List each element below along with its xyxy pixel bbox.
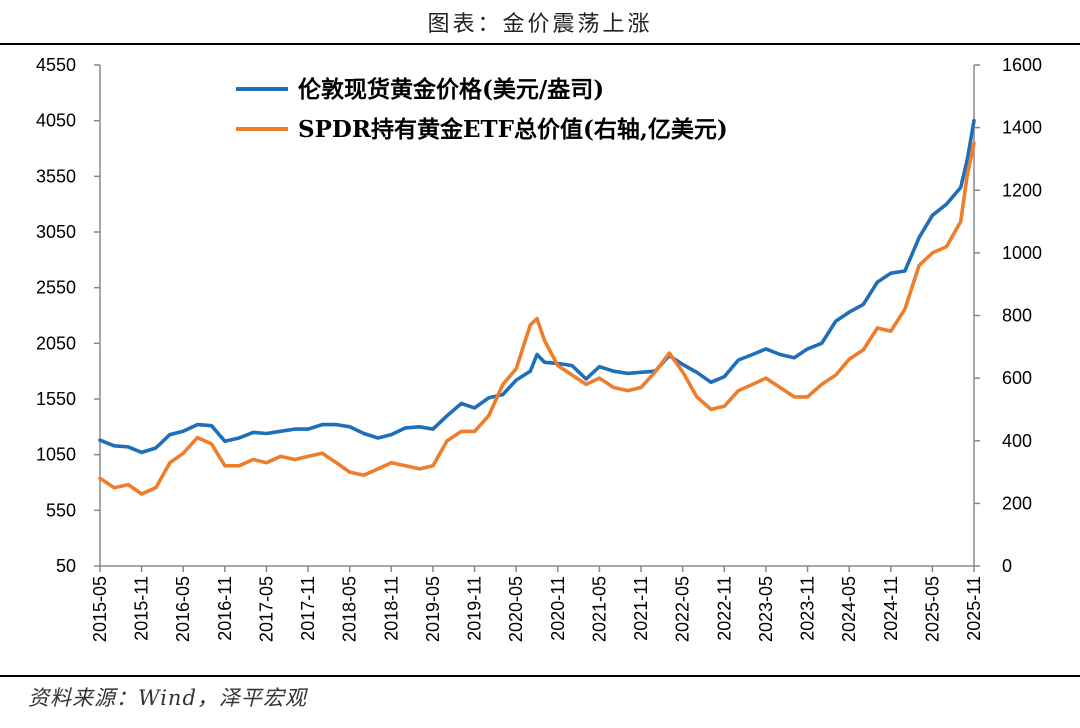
left-tick-label: 4050 <box>36 111 76 131</box>
left-tick-label: 550 <box>46 500 76 520</box>
bottom-rule <box>0 675 1080 677</box>
x-tick-label: 2020-11 <box>548 576 568 641</box>
right-tick-label: 1600 <box>1002 55 1042 75</box>
legend-label-gold: 伦敦现货黄金价格(美元/盎司) <box>298 76 604 103</box>
x-tick-label: 2019-05 <box>423 576 443 642</box>
left-tick-label: 3550 <box>36 166 76 186</box>
x-tick-label: 2025-05 <box>922 576 942 642</box>
x-tick-label: 2016-11 <box>215 576 235 641</box>
x-tick-label: 2021-11 <box>631 576 651 641</box>
x-tick-label: 2017-05 <box>256 576 276 642</box>
x-tick-label: 2022-11 <box>714 576 734 641</box>
x-tick-label: 2018-11 <box>381 576 401 641</box>
right-tick-label: 200 <box>1002 493 1032 513</box>
right-tick-label: 800 <box>1002 306 1032 326</box>
x-tick-label: 2023-11 <box>798 576 818 641</box>
source-note: 资料来源：Wind，泽平宏观 <box>28 686 307 710</box>
legend: 伦敦现货黄金价格(美元/盎司) SPDR持有黄金ETF总价值(右轴,亿美元) <box>236 76 728 143</box>
right-tick-label: 1400 <box>1002 118 1042 138</box>
right-tick-label: 400 <box>1002 431 1032 451</box>
chart-title: 图表：金价震荡上涨 <box>427 12 653 37</box>
top-rule <box>0 43 1080 45</box>
left-tick-label: 2050 <box>36 333 76 353</box>
x-tick-label: 2018-05 <box>340 576 360 642</box>
left-tick-label: 1050 <box>36 445 76 465</box>
gold-price-line <box>98 118 976 455</box>
x-tick-label: 2017-11 <box>298 576 318 641</box>
legend-label-etf: SPDR持有黄金ETF总价值(右轴,亿美元) <box>298 116 728 143</box>
x-tick-label: 2015-11 <box>132 576 152 641</box>
right-tick-label: 1200 <box>1002 180 1042 200</box>
x-tick-label: 2022-05 <box>673 576 693 642</box>
series-layer <box>98 118 976 496</box>
right-tick-label: 1000 <box>1002 243 1042 263</box>
x-tick-label: 2025-11 <box>964 576 984 641</box>
x-tick-label: 2015-05 <box>90 576 110 642</box>
axes: 50 550 1050 1550 2050 2550 3050 3550 4050 4550 0 20… <box>36 55 1042 642</box>
chart-plot: 50 550 1050 1550 2050 2550 3050 3550 4050 4550 0 20… <box>36 55 1042 642</box>
right-tick-label: 0 <box>1002 556 1012 576</box>
left-tick-label: 2550 <box>36 278 76 298</box>
spdr-etf-value-line <box>98 141 976 496</box>
left-tick-label: 3050 <box>36 222 76 242</box>
right-tick-label: 600 <box>1002 368 1032 388</box>
x-tick-label: 2024-05 <box>839 576 859 642</box>
left-tick-label: 50 <box>56 556 76 576</box>
x-tick-label: 2021-05 <box>589 576 609 642</box>
x-tick-label: 2020-05 <box>506 576 526 642</box>
x-tick-label: 2019-11 <box>465 576 485 641</box>
x-tick-label: 2016-05 <box>173 576 193 642</box>
x-tick-label: 2023-05 <box>756 576 776 642</box>
x-tick-label: 2024-11 <box>881 576 901 641</box>
left-tick-label: 4550 <box>36 55 76 75</box>
left-tick-label: 1550 <box>36 389 76 409</box>
